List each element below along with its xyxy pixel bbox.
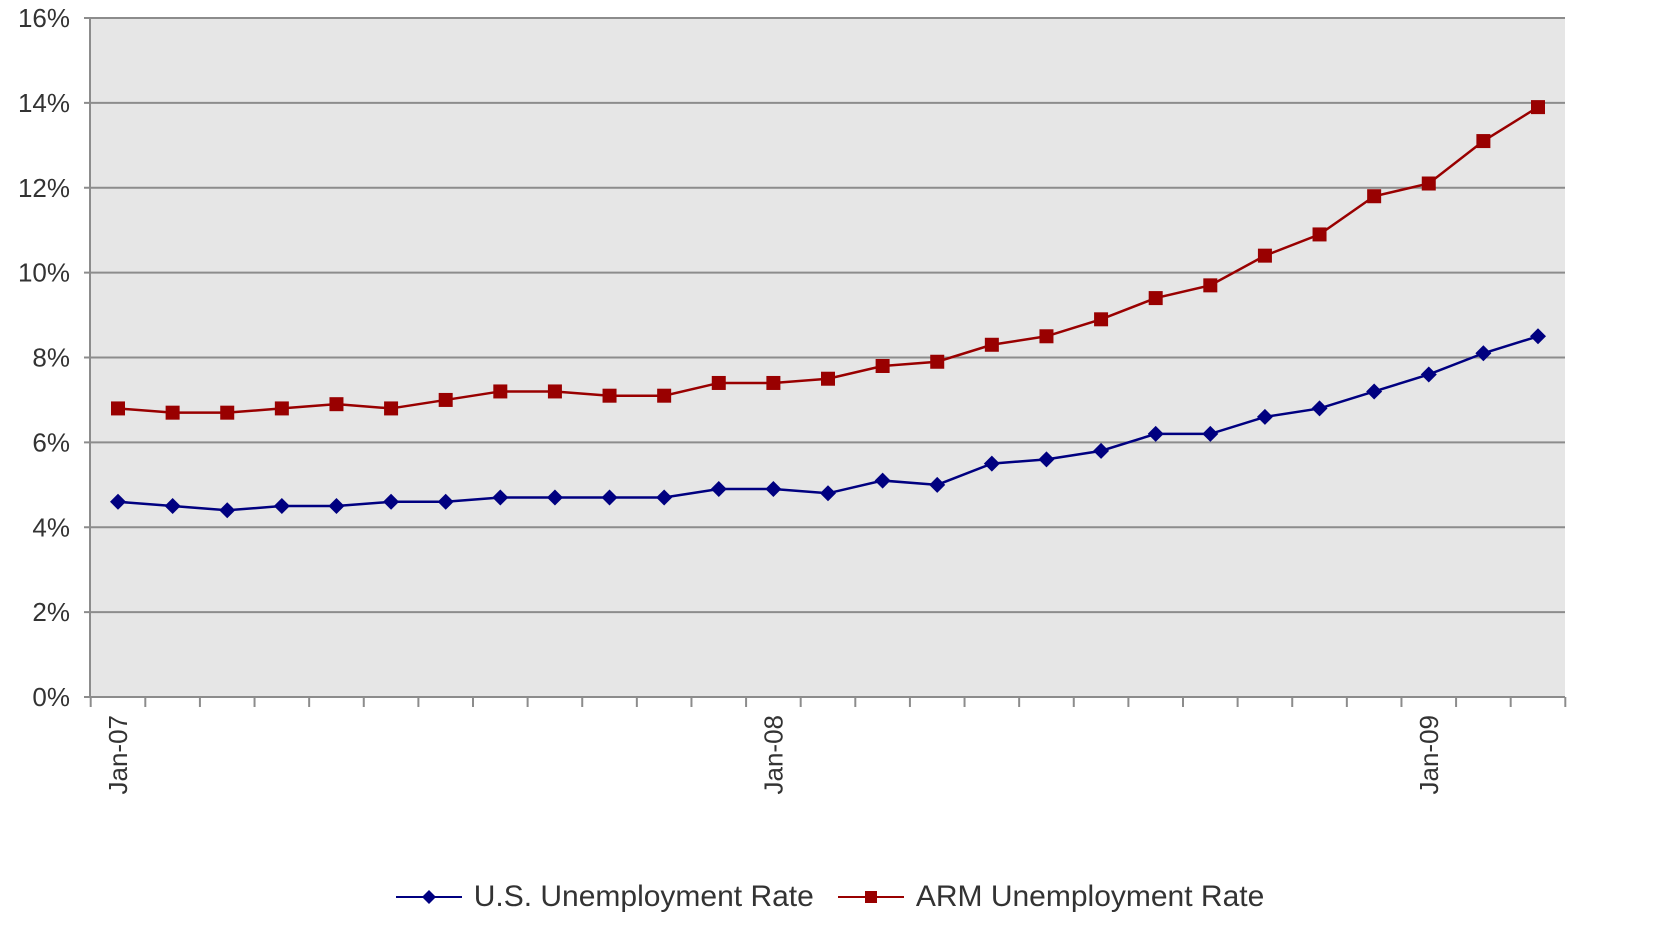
data-point xyxy=(1421,176,1436,191)
data-point xyxy=(1038,451,1055,468)
legend-swatch-us xyxy=(394,887,464,907)
data-point xyxy=(1311,400,1328,417)
series-lines xyxy=(110,100,1546,519)
data-point xyxy=(711,375,726,390)
legend: U.S. Unemployment Rate ARM Unemployment … xyxy=(0,880,1658,914)
data-point xyxy=(274,401,289,416)
data-point xyxy=(273,498,290,515)
data-point xyxy=(1147,425,1164,442)
data-point xyxy=(383,493,400,510)
data-point xyxy=(710,481,727,498)
data-point xyxy=(875,358,890,373)
data-point xyxy=(438,392,453,407)
data-point xyxy=(437,493,454,510)
axes xyxy=(84,17,1567,707)
x-tick-label: Jan-07 xyxy=(103,715,133,795)
data-point xyxy=(930,354,945,369)
data-point xyxy=(602,388,617,403)
data-point xyxy=(984,337,999,352)
data-point xyxy=(111,401,125,416)
data-point xyxy=(1093,442,1110,459)
data-point xyxy=(1148,291,1163,306)
data-point xyxy=(1366,383,1383,400)
data-point xyxy=(656,489,673,506)
y-tick-label: 10% xyxy=(18,258,70,288)
data-point xyxy=(1476,134,1491,149)
data-point xyxy=(983,455,1000,472)
data-point xyxy=(1312,227,1327,242)
y-tick-label: 0% xyxy=(32,682,70,712)
data-point xyxy=(929,476,946,493)
y-tick-label: 6% xyxy=(32,427,70,457)
data-point xyxy=(1530,328,1546,345)
data-point xyxy=(547,384,562,399)
y-axis-tick-labels: 0% 2% 4% 6% 8% 10% 12% 14% 16% xyxy=(18,3,70,712)
data-point xyxy=(1420,366,1437,383)
data-point xyxy=(164,498,181,515)
data-point xyxy=(1094,312,1109,327)
data-point xyxy=(820,485,836,502)
data-point xyxy=(1257,248,1272,263)
y-tick-label: 2% xyxy=(32,597,70,627)
data-point xyxy=(1531,100,1545,115)
data-point xyxy=(546,489,563,506)
data-point xyxy=(766,375,781,390)
legend-swatch-arm xyxy=(836,887,906,907)
data-point xyxy=(329,397,344,412)
data-point xyxy=(1256,408,1273,425)
data-point xyxy=(1367,189,1382,204)
legend-label-us: U.S. Unemployment Rate xyxy=(473,880,814,913)
data-point xyxy=(874,472,891,489)
data-point xyxy=(328,498,345,515)
data-point xyxy=(1202,425,1219,442)
series-arm xyxy=(111,100,1545,420)
data-point xyxy=(384,401,399,416)
legend-item-us: U.S. Unemployment Rate xyxy=(394,880,814,914)
y-tick-label: 4% xyxy=(32,512,70,542)
x-tick-label: Jan-09 xyxy=(1414,715,1444,795)
data-point xyxy=(219,502,236,519)
y-tick-label: 8% xyxy=(32,343,70,373)
x-axis-tick-labels: Jan-07 Jan-08 Jan-09 xyxy=(103,715,1444,795)
legend-label-arm: ARM Unemployment Rate xyxy=(915,880,1265,913)
data-point xyxy=(657,388,672,403)
data-point xyxy=(821,371,835,386)
data-point xyxy=(493,384,508,399)
y-tick-label: 14% xyxy=(18,88,70,118)
data-point xyxy=(165,405,180,420)
y-tick-label: 12% xyxy=(18,173,70,203)
x-tick-label: Jan-08 xyxy=(758,715,788,795)
y-tick-label: 16% xyxy=(18,3,70,33)
data-point xyxy=(601,489,618,506)
data-point xyxy=(1203,278,1218,293)
data-point xyxy=(492,489,509,506)
series-us xyxy=(110,328,1546,519)
data-point xyxy=(1475,345,1492,362)
legend-item-arm: ARM Unemployment Rate xyxy=(836,880,1264,914)
data-point xyxy=(220,405,235,420)
data-point xyxy=(110,493,126,510)
data-point xyxy=(1039,329,1054,344)
data-point xyxy=(765,481,782,498)
